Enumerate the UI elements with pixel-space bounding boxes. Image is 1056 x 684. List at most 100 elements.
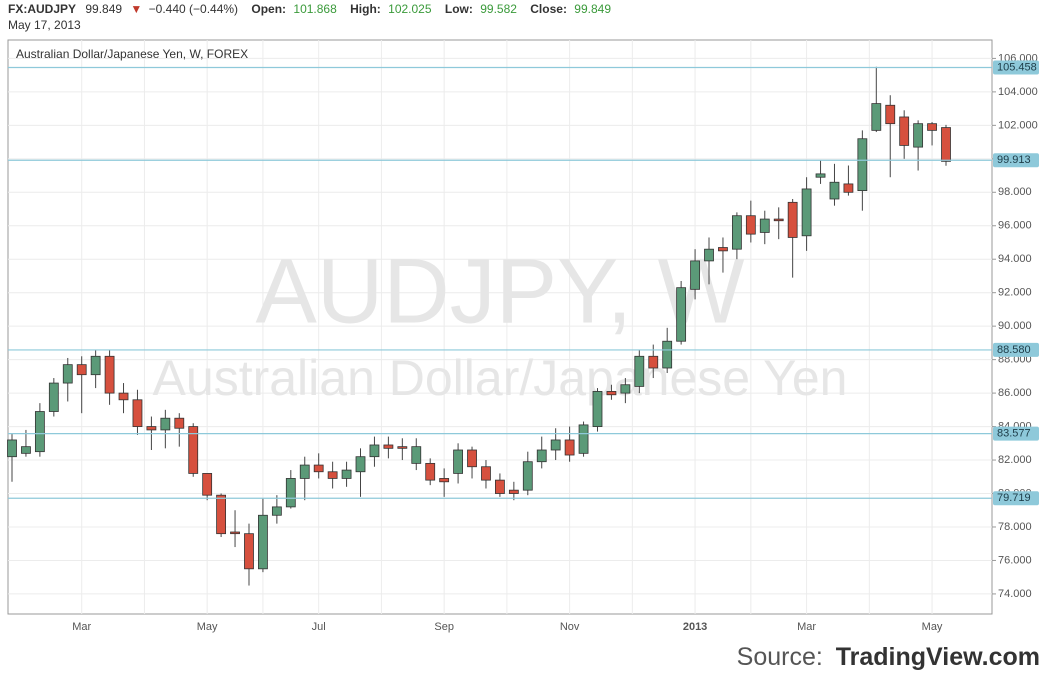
- open-value: 101.868: [293, 2, 337, 16]
- y-tick-label: 94.000: [998, 253, 1032, 265]
- price-label-box: [993, 491, 1039, 506]
- x-tick-label: Mar: [797, 621, 816, 633]
- price-label-box: [993, 60, 1039, 75]
- x-tick-label: May: [197, 621, 218, 633]
- candle-body: [885, 104, 896, 125]
- candle-body: [313, 464, 324, 473]
- price-label: 99.913: [997, 154, 1031, 166]
- low-value: 99.582: [480, 2, 517, 16]
- candle-body: [271, 506, 282, 516]
- candle-body: [690, 260, 700, 290]
- y-tick-label: 78.000: [998, 521, 1032, 533]
- y-tick-label: 74.000: [998, 588, 1032, 600]
- y-tick-label: 102.000: [998, 119, 1038, 131]
- candle-body: [341, 469, 352, 479]
- x-tick-label: 2013: [683, 621, 707, 633]
- high-label: High:: [350, 2, 381, 16]
- price-label-box: [993, 426, 1039, 441]
- open-label: Open:: [251, 2, 286, 16]
- y-tick-label: 92.000: [998, 287, 1032, 299]
- price-label-box: [993, 342, 1039, 357]
- y-tick-label: 104.000: [998, 86, 1038, 98]
- candle-body: [132, 399, 143, 427]
- watermark: AUDJPY, W: [255, 240, 744, 342]
- y-tick-label: 90.000: [998, 320, 1032, 332]
- candle-body: [383, 444, 394, 449]
- candle-body: [676, 287, 687, 342]
- candle-body: [899, 116, 910, 146]
- chart-title: Australian Dollar/Japanese Yen, W, FOREX: [16, 47, 248, 61]
- low-label: Low:: [445, 2, 473, 16]
- candle-body: [439, 478, 450, 483]
- candle-body: [731, 215, 742, 250]
- grid: [8, 40, 992, 614]
- candle-body: [759, 218, 770, 233]
- candle-body: [48, 382, 59, 412]
- candle-body: [773, 218, 784, 222]
- x-tick-label: May: [922, 621, 943, 633]
- candle-body: [871, 103, 882, 131]
- down-arrow: ▼: [130, 2, 142, 16]
- price-label: 88.580: [997, 344, 1031, 356]
- candle-body: [62, 364, 73, 384]
- candle-body: [104, 355, 115, 394]
- candle-body: [327, 471, 338, 479]
- price-label-box: [993, 153, 1039, 168]
- x-tick-label: Mar: [72, 621, 91, 633]
- plot-frame: [7, 39, 993, 615]
- candle-body: [21, 446, 31, 454]
- candle-body: [745, 215, 756, 235]
- candle-body: [188, 426, 199, 474]
- candle-body: [662, 340, 673, 369]
- high-value: 102.025: [388, 2, 432, 16]
- price-label: 83.577: [997, 428, 1031, 440]
- candle-body: [216, 494, 227, 535]
- candle-body: [299, 464, 310, 479]
- candle-body: [244, 533, 254, 570]
- candle-body: [118, 392, 129, 401]
- candle-body: [34, 411, 45, 453]
- y-tick-label: 98.000: [998, 186, 1032, 198]
- candle-body: [913, 123, 924, 148]
- price-label: 79.719: [997, 492, 1031, 504]
- candle-body: [536, 449, 547, 463]
- watermark-subtitle: Australian Dollar/Japanese Yen: [153, 350, 848, 406]
- candle-body: [941, 127, 951, 162]
- candle-body: [146, 426, 157, 431]
- candle-body: [606, 391, 617, 396]
- candle-body: [634, 355, 645, 387]
- y-tick-label: 86.000: [998, 387, 1032, 399]
- x-tick-label: Nov: [560, 621, 580, 633]
- candle-body: [718, 247, 728, 252]
- source-label: Source:: [737, 643, 823, 671]
- candle-body: [202, 473, 213, 496]
- candle-body: [508, 489, 519, 494]
- y-tick-label: 96.000: [998, 220, 1032, 232]
- symbol: FX:AUDJPY: [8, 2, 76, 16]
- candle-body: [355, 456, 366, 473]
- change: −0.440 (−0.44%): [149, 2, 238, 16]
- candle-body: [90, 355, 101, 376]
- close-label: Close:: [530, 2, 567, 16]
- candle-body: [7, 439, 17, 458]
- candle-body: [843, 183, 854, 193]
- candle-body: [648, 355, 659, 369]
- candle-body: [564, 439, 575, 456]
- source-name: TradingView.com: [836, 643, 1040, 671]
- date: May 17, 2013: [8, 18, 81, 32]
- candle-body: [522, 461, 533, 491]
- candle-body: [230, 531, 240, 535]
- candle-body: [592, 391, 603, 427]
- candle-body: [174, 417, 185, 429]
- last-price: 99.849: [85, 2, 122, 16]
- header: FX:AUDJPY 99.849 ▼ −0.440 (−0.44%) Open:…: [8, 2, 611, 16]
- candle-body: [76, 364, 87, 376]
- candle-body: [927, 123, 937, 131]
- candle-body: [369, 444, 380, 458]
- price-label: 105.458: [997, 61, 1037, 73]
- candle-body: [550, 439, 561, 451]
- x-tick-label: Jul: [312, 621, 326, 633]
- candle-body: [495, 479, 505, 494]
- y-tick-label: 82.000: [998, 454, 1032, 466]
